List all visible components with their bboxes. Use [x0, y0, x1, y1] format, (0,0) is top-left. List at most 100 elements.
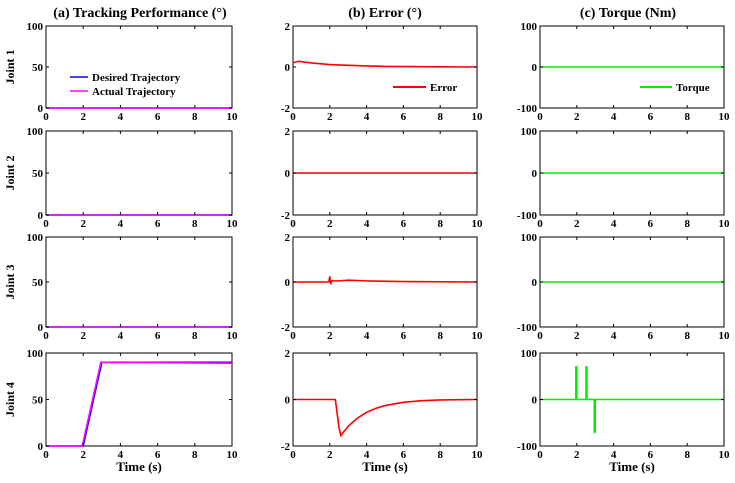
x-tick-label: 8 [192, 111, 198, 123]
y-tick-label: 100 [27, 348, 44, 360]
x-tick-label: 6 [648, 111, 654, 123]
y-tick-label: 50 [32, 168, 44, 180]
x-tick-label: 0 [43, 449, 49, 461]
x-tick-label: 8 [684, 111, 690, 123]
x-tick-label: 6 [648, 330, 654, 342]
legend-torque: Torque [640, 82, 710, 94]
x-tick-label: 6 [155, 449, 161, 461]
x-tick-label: 2 [80, 218, 86, 230]
legend-error-label: Error [430, 82, 457, 94]
x-tick-label: 6 [401, 111, 407, 123]
y-tick-label: 0 [532, 168, 538, 180]
y-tick-label: 50 [32, 62, 44, 74]
x-tick-label: 10 [472, 449, 484, 461]
y-tick-label: 2 [285, 232, 291, 244]
y-tick-label: -2 [281, 210, 291, 222]
x-tick-label: 2 [80, 330, 86, 342]
title-torque: (c) Torque (Nm) [580, 6, 677, 21]
y-tick-label: 0 [38, 441, 44, 453]
x-tick-label: 10 [719, 449, 731, 461]
x-tick-label: 0 [537, 218, 543, 230]
x-tick-label: 10 [719, 218, 731, 230]
x-tick-label: 4 [118, 449, 124, 461]
plot-area [45, 130, 233, 216]
x-tick-label: 6 [155, 330, 161, 342]
x-tick-label: 8 [192, 449, 198, 461]
y-tick-label: 100 [521, 126, 538, 138]
y-tick-label: 50 [32, 395, 44, 407]
y-tick-label: 0 [285, 168, 291, 180]
plot-area [45, 25, 233, 109]
y-tick-label: 2 [285, 126, 291, 138]
x-tick-label: 4 [118, 111, 124, 123]
x-tick-label: 4 [118, 330, 124, 342]
y-tick-label: -2 [281, 441, 291, 453]
x-tick-label: 8 [684, 330, 690, 342]
x-tick-label: 2 [574, 449, 580, 461]
x-tick-label: 8 [684, 218, 690, 230]
x-tick-label: 8 [437, 218, 443, 230]
plot-area [45, 352, 233, 447]
x-axis-label: Time (s) [609, 459, 655, 474]
x-tick-label: 2 [80, 449, 86, 461]
x-tick-label: 6 [401, 218, 407, 230]
y-tick-label: 0 [532, 395, 538, 407]
series-0-line [540, 366, 724, 433]
legend-tracking: Desired Trajectory Actual Trajectory [70, 72, 181, 98]
x-tick-label: 6 [155, 111, 161, 123]
title-tracking-performance: (a) Tracking Performance (°) [53, 6, 227, 21]
x-tick-label: 8 [684, 449, 690, 461]
y-tick-label: 50 [32, 277, 44, 289]
x-tick-label: 0 [537, 449, 543, 461]
x-tick-label: 2 [327, 449, 333, 461]
series-0-line [293, 398, 478, 438]
x-tick-label: 0 [43, 111, 49, 123]
x-tick-label: 10 [472, 111, 484, 123]
x-tick-label: 10 [472, 218, 484, 230]
x-tick-label: 2 [327, 111, 333, 123]
x-tick-label: 2 [574, 330, 580, 342]
x-tick-label: 6 [155, 218, 161, 230]
x-tick-label: 4 [118, 218, 124, 230]
x-tick-label: 8 [192, 218, 198, 230]
x-tick-label: 4 [611, 218, 617, 230]
x-tick-label: 4 [611, 330, 617, 342]
joint-label: Joint 2 [3, 155, 17, 190]
x-tick-label: 0 [43, 330, 49, 342]
x-tick-label: 0 [290, 330, 296, 342]
x-tick-label: 0 [537, 330, 543, 342]
legend-actual-label: Actual Trajectory [92, 86, 176, 98]
x-tick-label: 2 [574, 218, 580, 230]
x-tick-label: 8 [437, 449, 443, 461]
x-tick-label: 10 [227, 218, 239, 230]
legend-desired-label: Desired Trajectory [92, 72, 181, 84]
series-0-line [293, 276, 478, 285]
x-tick-label: 2 [80, 111, 86, 123]
x-tick-label: 6 [648, 218, 654, 230]
y-tick-label: 100 [27, 232, 44, 244]
title-error: (b) Error (°) [348, 6, 422, 21]
x-tick-label: 2 [327, 218, 333, 230]
x-tick-label: 10 [719, 330, 731, 342]
y-tick-label: 100 [521, 232, 538, 244]
x-tick-label: 10 [719, 111, 731, 123]
joint-label: Joint 3 [3, 264, 17, 299]
legend-error: Error [393, 82, 457, 94]
x-tick-label: 4 [364, 111, 370, 123]
x-tick-label: 4 [611, 449, 617, 461]
y-tick-label: 0 [532, 62, 538, 74]
x-tick-label: 4 [364, 330, 370, 342]
x-tick-label: 8 [192, 330, 198, 342]
error-line [292, 60, 478, 68]
y-tick-label: -100 [517, 441, 538, 453]
y-tick-label: -2 [281, 103, 291, 115]
y-tick-label: 0 [38, 210, 44, 222]
plot-area [45, 236, 233, 328]
x-tick-label: 10 [227, 449, 239, 461]
